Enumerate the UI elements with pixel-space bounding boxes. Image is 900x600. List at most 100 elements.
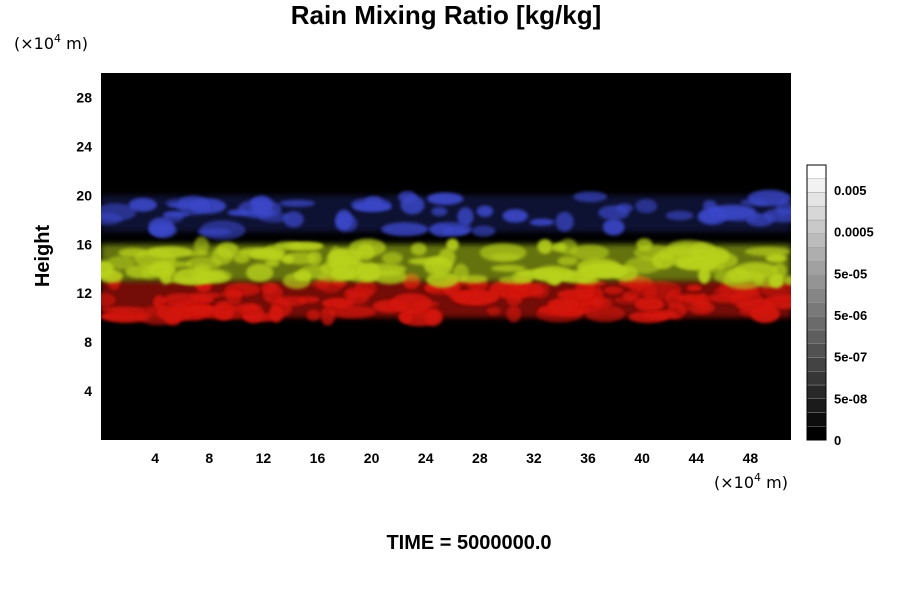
yellow-green-patch	[274, 241, 303, 250]
blue-patch	[364, 196, 384, 207]
yellow-green-patch	[498, 275, 533, 284]
blue-patch	[335, 210, 354, 230]
x-axis-ticks: 4 8 12 16 20 24 28 32 36 40 44 48	[151, 450, 758, 466]
yellow-green-patch	[330, 267, 355, 281]
yellow-green-patch	[373, 269, 407, 285]
red-patch	[634, 297, 665, 312]
blue-patch	[426, 192, 464, 205]
colorbar-label: 5e-07	[834, 350, 867, 365]
colorbar-swatch	[806, 219, 827, 234]
x-tick-label: 8	[205, 450, 213, 466]
x-tick-label: 20	[364, 450, 380, 466]
yellow-green-patch	[146, 246, 193, 259]
colorbar-label: 0.0005	[834, 225, 874, 240]
blue-patch	[457, 207, 474, 226]
red-patch	[321, 297, 355, 309]
yellow-green-patch	[329, 246, 343, 265]
colorbar-label: 5e-05	[834, 266, 867, 281]
red-patch	[156, 303, 194, 322]
red-patch	[592, 297, 613, 308]
blue-layer	[101, 189, 791, 240]
y-tick-label: 16	[76, 236, 92, 252]
blue-patch	[431, 206, 448, 217]
yellow-green-patch	[557, 256, 578, 266]
colorbar-swatch	[806, 357, 827, 372]
colorbar-frame	[806, 164, 827, 441]
plot-area	[101, 73, 791, 440]
colorbar-label: 0	[834, 433, 841, 448]
yellow-green-patch	[515, 269, 563, 279]
yellow-green-patch	[107, 255, 135, 270]
colorbar-label: 0.005	[834, 183, 867, 198]
yellow-green-patch	[558, 270, 597, 284]
blue-patch	[775, 200, 791, 216]
colorbar-swatch	[806, 412, 827, 427]
x-tick-label: 12	[256, 450, 272, 466]
blue-patch	[148, 217, 174, 237]
yellow-green-patch	[446, 238, 459, 251]
red-patch	[686, 284, 702, 292]
blue-patch	[717, 209, 761, 222]
red-patch	[101, 293, 116, 308]
yellow-green-patch	[166, 277, 208, 284]
yellow-green-patch	[118, 248, 148, 258]
x-tick-label: 40	[634, 450, 650, 466]
blue-patch	[529, 218, 555, 226]
yellow-green-patch	[667, 239, 709, 257]
yellow-green-patch	[490, 264, 526, 272]
red-patch	[231, 303, 260, 314]
red-patch	[101, 306, 146, 313]
yellow-green-patch	[714, 268, 752, 285]
yellow-green-patch	[185, 250, 210, 257]
y-tick-label: 8	[84, 334, 92, 350]
yellow-green-patch	[410, 242, 427, 256]
yellow-green-patch	[381, 252, 403, 265]
red-patch	[424, 308, 443, 327]
x-tick-label: 28	[472, 450, 488, 466]
yellow-green-patch	[285, 251, 317, 265]
y-tick-label: 28	[76, 89, 92, 105]
colorbar-swatch	[806, 426, 827, 441]
x-tick-label: 4	[151, 450, 159, 466]
blue-patch	[283, 211, 304, 228]
yellow-green-patch	[246, 263, 274, 282]
colorbar-swatch	[806, 343, 827, 358]
y-tick-label: 12	[76, 285, 92, 301]
red-patch	[412, 300, 440, 309]
red-patch	[399, 311, 413, 324]
yellow-green-patch	[783, 275, 791, 286]
red-patch	[505, 293, 523, 306]
colorbar-swatch	[806, 316, 827, 331]
red-patch	[276, 296, 307, 307]
blue-patch	[602, 218, 625, 236]
blue-patch	[400, 195, 425, 215]
blue-patch	[476, 205, 494, 217]
yellow-green-layer	[101, 236, 791, 290]
colorbar-swatch	[806, 329, 827, 344]
colorbar-swatch	[806, 398, 827, 413]
colorbar-swatch	[806, 233, 827, 248]
colorbar-swatch	[806, 247, 827, 262]
red-patch	[643, 283, 657, 299]
red-patch	[320, 306, 335, 326]
yellow-green-patch	[194, 236, 209, 255]
blue-patch	[101, 203, 137, 222]
colorbar-swatch	[806, 261, 827, 276]
y-axis-ticks: 4 8 12 16 20 24 28	[76, 89, 92, 399]
red-patch	[306, 309, 321, 321]
red-patch	[585, 305, 626, 323]
red-patch	[347, 291, 369, 305]
blue-patch	[279, 199, 316, 207]
blue-patch	[237, 199, 282, 219]
red-patch	[269, 305, 284, 323]
red-patch	[260, 282, 278, 294]
x-tick-label: 48	[743, 450, 759, 466]
colorbar-swatch	[806, 164, 827, 179]
x-tick-label: 32	[526, 450, 542, 466]
red-patch	[547, 297, 579, 312]
blue-patch	[555, 211, 574, 232]
red-layer	[101, 272, 791, 327]
yellow-green-patch	[233, 253, 250, 264]
red-patch	[242, 312, 278, 323]
colorbar-swatch	[806, 206, 827, 221]
